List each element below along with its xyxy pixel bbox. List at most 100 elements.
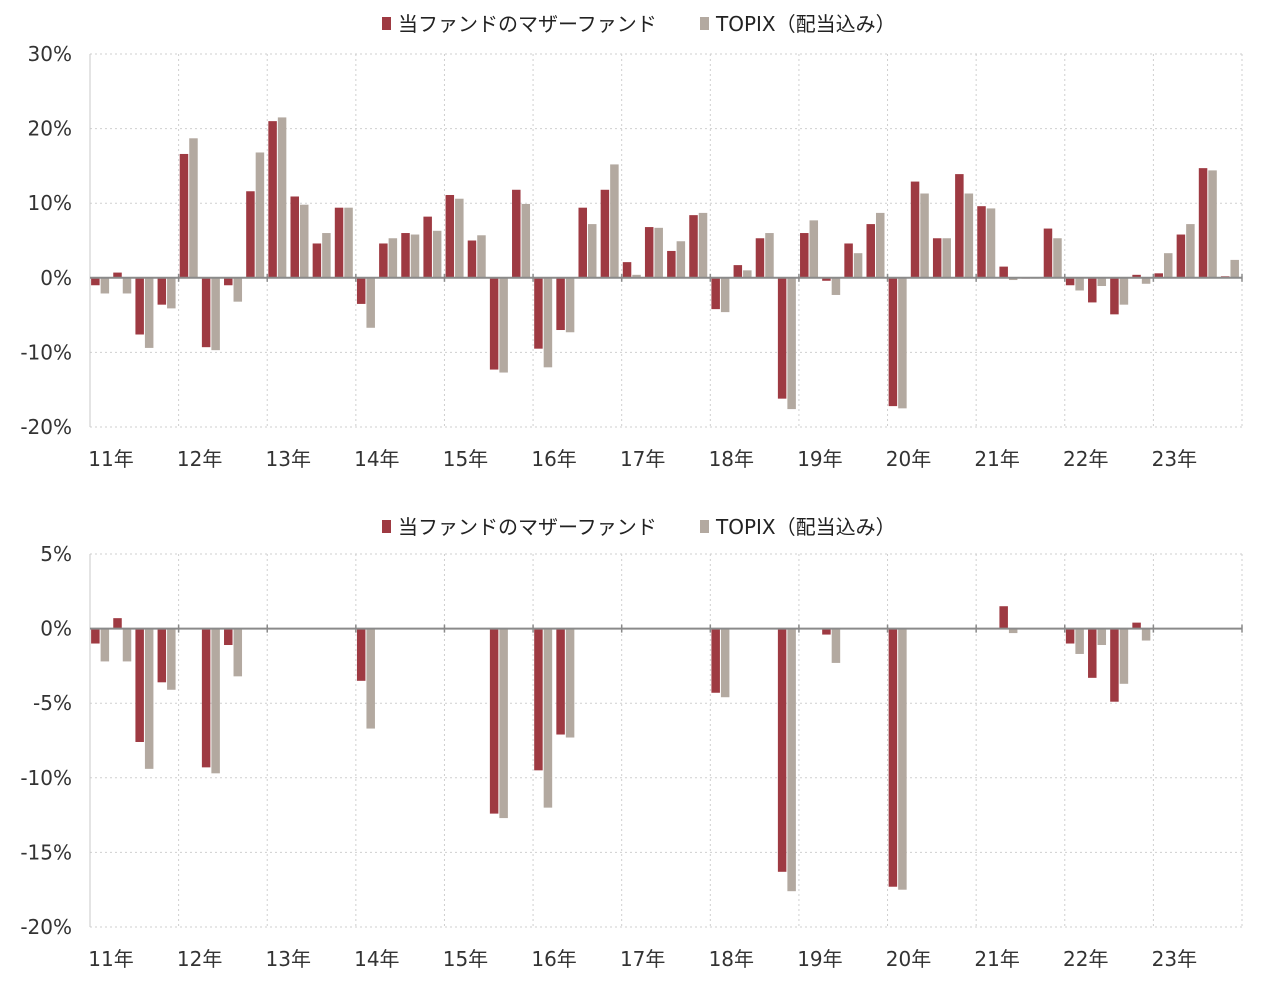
top-bar-topix: [809, 220, 819, 278]
top-bar-fund: [1198, 168, 1208, 278]
top-bar-fund: [977, 206, 986, 278]
top-bar-topix: [964, 193, 974, 278]
top-xtick-label: 19年: [797, 447, 842, 471]
top-bar-topix: [211, 277, 220, 351]
top-bar-fund: [334, 207, 344, 278]
top-bar-fund: [777, 277, 787, 399]
top-bar-topix: [610, 164, 619, 278]
top-ytick-label: 30%: [28, 42, 72, 66]
bottom-bar-fund: [489, 628, 499, 814]
bottom-bar-topix: [1141, 628, 1151, 641]
bottom-xtick-label: 23年: [1152, 947, 1197, 971]
top-bar-fund: [955, 174, 964, 278]
top-bar-topix: [1186, 224, 1195, 278]
bottom-xtick-label: 18年: [709, 947, 754, 971]
bottom-bar-topix: [831, 628, 841, 663]
bottom-xtick-label: 17年: [620, 947, 665, 971]
top-bar-fund: [866, 224, 875, 278]
top-bar-topix: [920, 193, 929, 278]
bottom-bar-topix: [720, 628, 730, 698]
top-bar-topix: [743, 270, 752, 278]
top-xtick-label: 18年: [709, 447, 754, 471]
top-bar-topix: [720, 277, 730, 313]
bottom-bar-fund: [113, 618, 122, 629]
top-legend-swatch-1: [382, 17, 391, 30]
top-xtick-label: 11年: [88, 447, 133, 471]
top-bar-topix: [698, 212, 708, 278]
top-bar-fund: [135, 277, 144, 335]
top-bar-topix: [1230, 259, 1239, 278]
bottom-bar-fund: [822, 628, 831, 635]
top-bar-fund: [932, 238, 942, 278]
top-bar-topix: [1141, 277, 1151, 284]
bottom-bar-fund: [1132, 622, 1141, 629]
top-bar-fund: [157, 277, 167, 305]
top-legend-label-1: 当ファンドのマザーファンド: [398, 12, 657, 36]
top-bar-fund: [268, 121, 277, 278]
top-bar-fund: [800, 233, 809, 278]
top-bar-fund: [1043, 228, 1053, 278]
top-bar-fund: [91, 277, 100, 286]
top-bar-fund: [290, 196, 299, 278]
top-bar-topix: [1097, 277, 1107, 287]
top-bar-topix: [898, 277, 907, 409]
top-bar-topix: [100, 277, 110, 294]
top-xtick-label: 20年: [886, 447, 931, 471]
bottom-legend-label-2: TOPIX（配当込み）: [715, 515, 896, 539]
top-bar-topix: [676, 241, 686, 278]
bottom-bar-topix: [1075, 628, 1084, 654]
bottom-bar-topix: [167, 628, 176, 690]
top-xtick-label: 23年: [1152, 447, 1197, 471]
bottom-bar-topix: [898, 628, 907, 890]
top-ytick-label: 10%: [28, 191, 72, 215]
top-bar-topix: [233, 277, 243, 302]
top-bar-fund: [888, 277, 898, 407]
bottom-xtick-label: 21年: [974, 947, 1019, 971]
bottom-bar-fund: [356, 628, 366, 681]
bottom-ytick-label: -15%: [20, 840, 72, 864]
top-bar-topix: [831, 277, 841, 295]
top-bar-topix: [477, 235, 486, 278]
top-bar-fund: [689, 215, 698, 278]
bottom-ytick-label: -10%: [20, 766, 72, 790]
bottom-legend-swatch-1: [382, 520, 391, 533]
top-ytick-label: 20%: [28, 117, 72, 141]
top-chart: 当ファンドのマザーファンド TOPIX（配当込み） 30% 20% 10% 0% -10% -…: [20, 12, 1243, 471]
bottom-bar-topix: [499, 628, 508, 819]
bottom-ytick-label: -20%: [20, 915, 72, 939]
bottom-bar-fund: [91, 628, 100, 644]
bottom-xtick-label: 13年: [266, 947, 311, 971]
bottom-xtick-label: 19年: [797, 947, 842, 971]
top-bar-topix: [1163, 253, 1173, 278]
top-bar-topix: [765, 233, 774, 278]
bottom-bar-fund: [201, 628, 211, 768]
top-bar-fund: [1176, 234, 1186, 278]
bottom-bar-fund: [556, 628, 565, 735]
bottom-bar-topix: [122, 628, 132, 662]
top-bar-fund: [1154, 273, 1163, 278]
bottom-bar-topix: [100, 628, 110, 662]
top-bar-topix: [432, 230, 442, 278]
top-bar-fund: [755, 238, 765, 278]
bottom-bar-topix: [233, 628, 243, 677]
top-ytick-label: -20%: [20, 415, 72, 439]
top-bar-topix: [986, 208, 996, 278]
top-bar-fund: [578, 207, 587, 278]
top-bar-fund: [1132, 274, 1141, 278]
bottom-xtick-label: 14年: [354, 947, 399, 971]
bottom-bar-topix: [565, 628, 575, 738]
bottom-legend-label-1: 当ファンドのマザーファンド: [398, 515, 657, 539]
bottom-bar-fund: [711, 628, 720, 693]
bottom-bar-fund: [224, 628, 233, 646]
top-xtick-label: 14年: [354, 447, 399, 471]
top-bar-fund: [622, 262, 632, 278]
top-bar-topix: [122, 277, 132, 294]
top-bar-fund: [910, 181, 920, 278]
top-bar-topix: [942, 238, 951, 278]
top-bar-fund: [356, 277, 366, 304]
bottom-xtick-label: 20年: [886, 947, 931, 971]
top-bar-fund: [600, 189, 610, 278]
top-bar-topix: [167, 277, 176, 309]
bottom-bar-fund: [1065, 628, 1075, 644]
bottom-bar-topix: [366, 628, 375, 729]
